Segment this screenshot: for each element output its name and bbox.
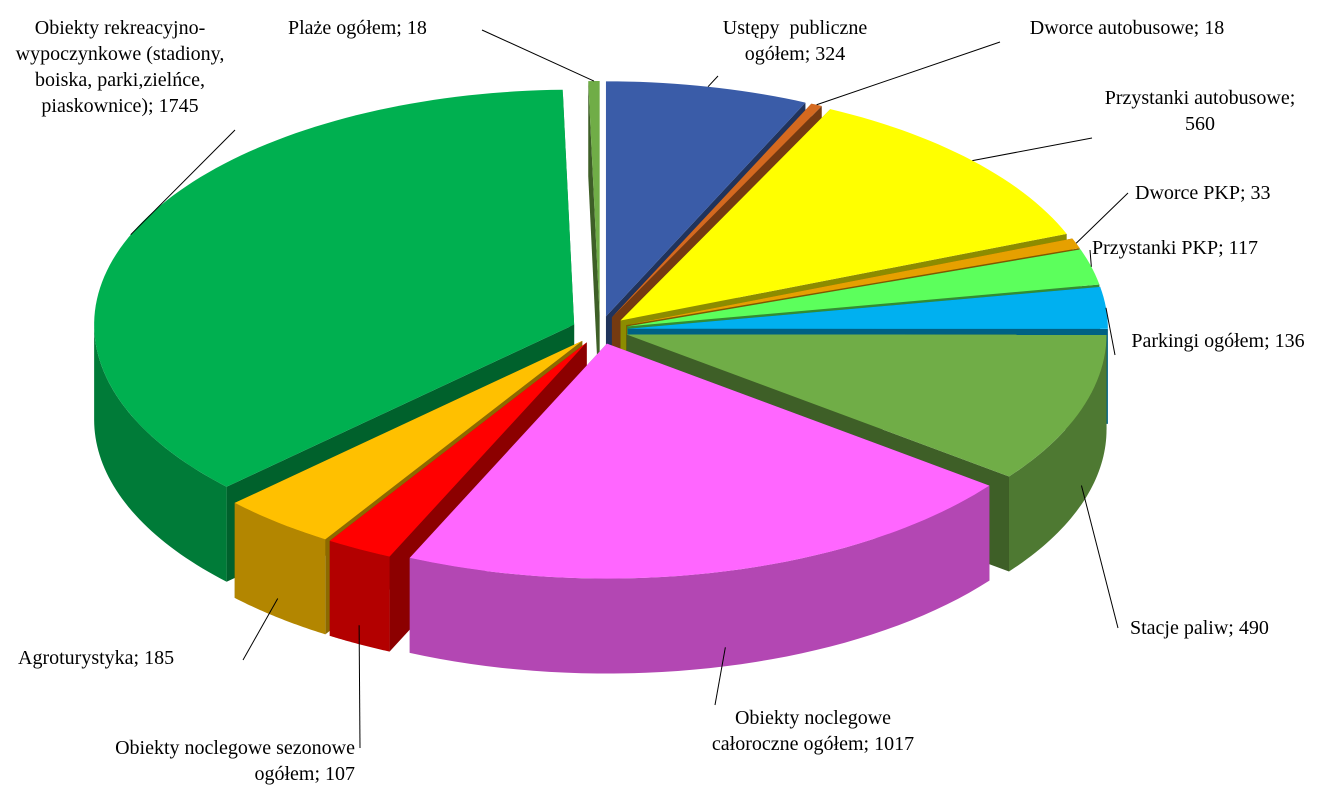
data-label: Ustępy publiczne ogółem; 324 xyxy=(722,17,873,65)
slice xyxy=(588,81,600,317)
data-label: Stacje paliw; 490 xyxy=(1130,617,1269,639)
slice xyxy=(626,334,1107,477)
data-label: Przystanki PKP; 117 xyxy=(1092,237,1258,259)
slice-side xyxy=(234,502,326,635)
slice-side xyxy=(588,81,600,412)
leader-line xyxy=(972,137,1093,162)
slice-side xyxy=(329,540,390,652)
data-label: Plaże ogółem; 18 xyxy=(288,17,427,39)
leader-line xyxy=(1105,307,1116,356)
slice xyxy=(409,343,990,579)
data-label: Przystanki autobusowe; 560 xyxy=(1104,87,1301,135)
leader-line xyxy=(1089,249,1092,267)
leader-line xyxy=(1080,485,1119,629)
data-label: Parkingi ogółem; 136 xyxy=(1131,330,1305,352)
slice-side xyxy=(94,324,227,582)
leader-line xyxy=(714,647,726,706)
slice xyxy=(605,81,806,317)
slice xyxy=(620,109,1067,321)
slice-side xyxy=(409,485,990,674)
slice xyxy=(94,89,575,487)
slice xyxy=(626,238,1080,326)
leader-line xyxy=(707,75,719,88)
leader-line xyxy=(358,625,361,749)
data-label: Obiekty noclegowe całoroczne ogółem; 101… xyxy=(711,707,915,755)
data-label: Dworce PKP; 33 xyxy=(1135,182,1271,204)
leader-line xyxy=(816,41,1001,106)
slice xyxy=(611,103,822,318)
leader-line xyxy=(130,129,236,236)
leader-line xyxy=(481,29,595,82)
data-label: Dworce autobusowe; 18 xyxy=(1029,17,1225,39)
leader-line xyxy=(242,598,279,661)
data-label: Obiekty rekreacyjno-wypoczynkowe (stadio… xyxy=(15,17,230,117)
slice xyxy=(234,340,583,540)
slice xyxy=(627,249,1100,327)
data-label: Agroturystyka; 185 xyxy=(18,647,175,669)
slice-side xyxy=(1008,334,1107,572)
slice xyxy=(627,286,1108,329)
slice xyxy=(329,342,587,557)
data-label: Obiekty noclegowe sezonowe ogółem; 107 xyxy=(115,737,360,785)
leader-line xyxy=(1075,192,1129,244)
